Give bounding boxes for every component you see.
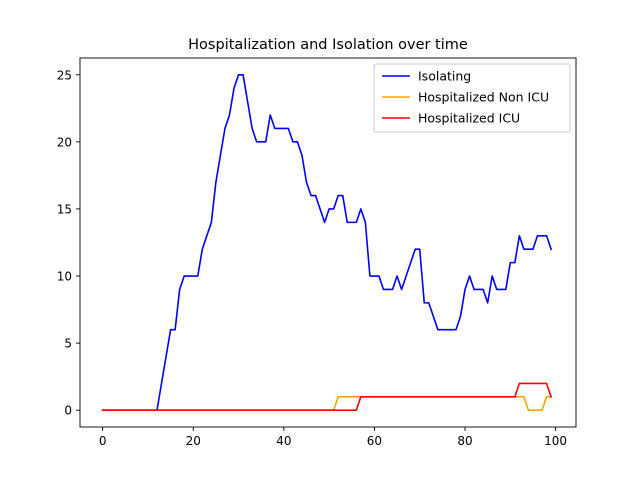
axes-frame bbox=[79, 57, 577, 428]
legend-label: Hospitalized Non ICU bbox=[418, 90, 549, 105]
y-tick-label: 20 bbox=[57, 135, 72, 149]
y-tick-label: 5 bbox=[64, 337, 72, 351]
legend-label: Hospitalized ICU bbox=[418, 111, 520, 126]
x-tick-label: 80 bbox=[457, 434, 472, 448]
x-tick-label: 100 bbox=[544, 434, 567, 448]
y-tick-label: 15 bbox=[57, 202, 72, 216]
legend-box bbox=[373, 63, 571, 133]
y-tick-label: 10 bbox=[57, 270, 72, 284]
series-line-0 bbox=[101, 73, 553, 412]
x-tick-label: 40 bbox=[276, 434, 291, 448]
x-tick-label: 20 bbox=[186, 434, 201, 448]
legend-label: Isolating bbox=[418, 69, 471, 84]
chart-title: Hospitalization and Isolation over time bbox=[188, 37, 468, 53]
x-tick-label: 60 bbox=[367, 434, 382, 448]
x-tick-label: 0 bbox=[99, 434, 107, 448]
y-tick-label: 0 bbox=[64, 404, 72, 418]
series-line-2 bbox=[101, 382, 553, 412]
y-tick-label: 25 bbox=[57, 68, 72, 82]
plot-area: 0 20 40 60 80 100 0 5 10 15 20 25 Isolating Hospitali… bbox=[57, 57, 577, 448]
